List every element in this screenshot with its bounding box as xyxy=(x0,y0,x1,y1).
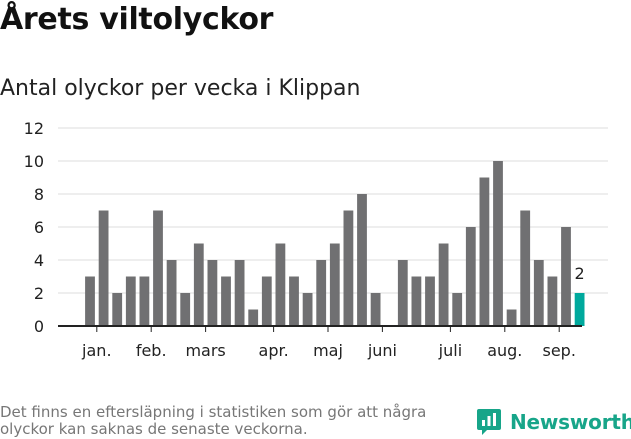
bar xyxy=(98,210,109,326)
bar xyxy=(166,260,177,326)
x-tick-label: feb. xyxy=(136,341,167,360)
data-label-highlight: 2 xyxy=(575,264,585,283)
bar xyxy=(493,161,503,326)
y-tick-label: 12 xyxy=(24,119,44,138)
y-tick-label: 8 xyxy=(34,185,44,204)
x-tick-label: sep. xyxy=(542,341,575,360)
bar xyxy=(207,260,218,326)
bar xyxy=(234,260,245,326)
bar xyxy=(506,309,517,326)
bar xyxy=(465,227,476,326)
bar xyxy=(153,210,163,326)
bar xyxy=(248,309,259,326)
bars xyxy=(85,161,585,326)
grid-lines xyxy=(58,127,608,294)
bar xyxy=(343,210,354,326)
bar xyxy=(193,243,204,326)
bar xyxy=(125,276,136,326)
y-tick-label: 2 xyxy=(34,284,44,303)
bar-highlight xyxy=(574,293,585,326)
bar xyxy=(289,276,299,326)
x-axis-tick-labels: jan. feb. mars apr. maj juni juli aug. sep. xyxy=(81,341,576,360)
footnote: Det finns en eftersläpning i statistiken… xyxy=(0,403,427,438)
bar-chart: 0 2 4 6 8 10 12 jan. feb. mars apr. maj juni juli aug… xyxy=(24,119,608,360)
y-tick-label: 6 xyxy=(34,218,44,237)
x-tick-label: mars xyxy=(185,341,225,360)
bar xyxy=(438,243,449,326)
data-labels: 2 xyxy=(575,264,585,283)
bar xyxy=(180,293,191,326)
chart-subtitle: Antal olyckor per vecka i Klippan xyxy=(0,76,361,101)
bar xyxy=(221,276,231,326)
y-tick-label: 0 xyxy=(34,317,44,336)
x-tick-label: apr. xyxy=(259,341,289,360)
bar xyxy=(411,276,422,326)
x-tick-label: aug. xyxy=(487,341,522,360)
bar xyxy=(370,293,381,326)
y-tick-label: 4 xyxy=(34,251,44,270)
bar xyxy=(275,243,286,326)
brand[interactable]: Newsworthy xyxy=(476,406,631,438)
bar xyxy=(357,194,367,326)
bar xyxy=(520,210,531,326)
bar xyxy=(316,260,327,326)
x-tick-label: maj xyxy=(313,341,343,360)
bar xyxy=(533,260,544,326)
bar xyxy=(85,276,95,326)
bar xyxy=(547,276,558,326)
x-tick-label: jan. xyxy=(81,341,111,360)
x-axis xyxy=(58,325,582,332)
newsworthy-logo-icon xyxy=(477,409,501,435)
x-tick-label: juni xyxy=(367,341,397,360)
bar xyxy=(479,177,490,326)
bar xyxy=(261,276,272,326)
x-tick-label: juli xyxy=(438,341,462,360)
bar xyxy=(397,260,408,326)
bar xyxy=(329,243,340,326)
bar xyxy=(139,276,150,326)
y-tick-label: 10 xyxy=(24,152,44,171)
y-axis-tick-labels: 0 2 4 6 8 10 12 xyxy=(24,119,44,336)
bar xyxy=(112,293,123,326)
bar xyxy=(452,293,463,326)
bar xyxy=(425,276,435,326)
brand-name: Newsworthy xyxy=(510,410,631,434)
bar xyxy=(561,227,571,326)
chart-title: Årets viltolyckor xyxy=(0,2,274,37)
bar xyxy=(302,293,313,326)
